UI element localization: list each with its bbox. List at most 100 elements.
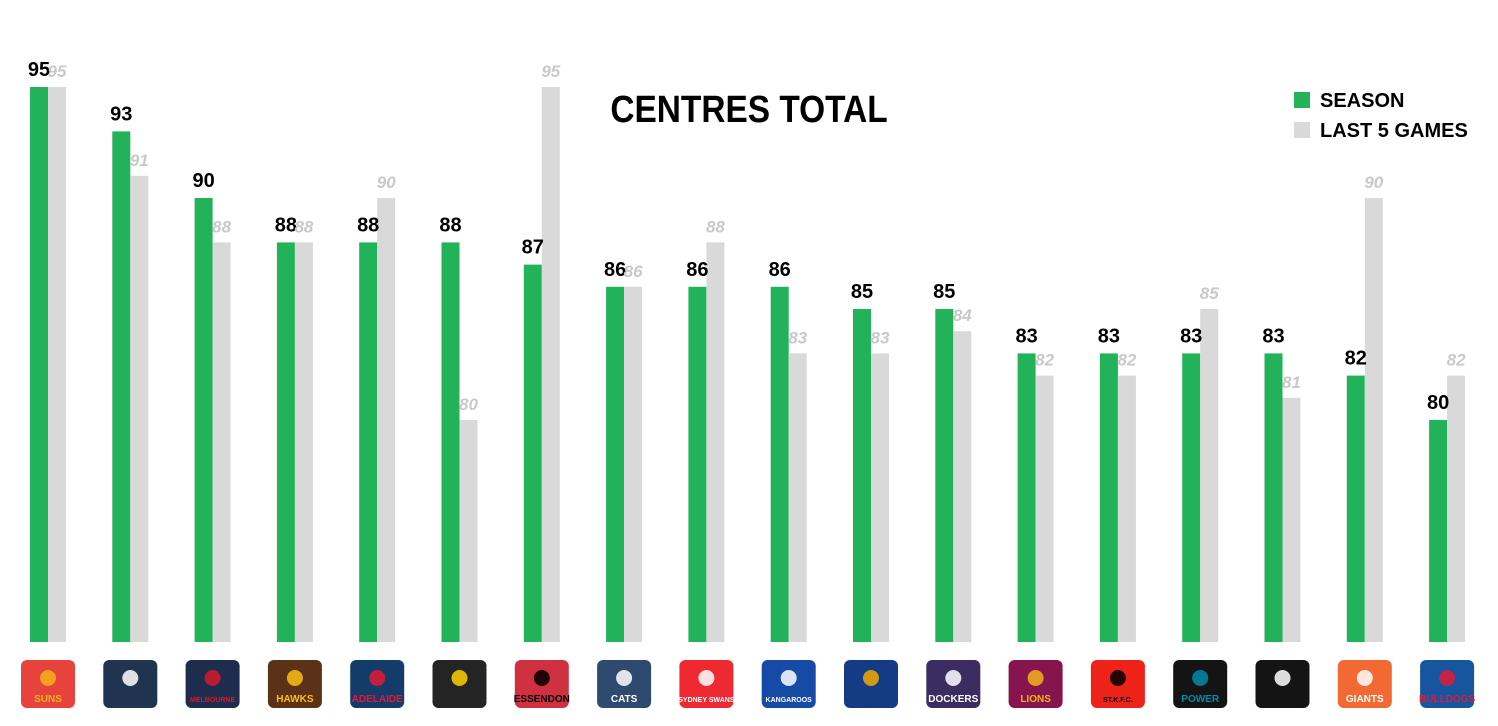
- data-label-last5: 83: [871, 328, 890, 347]
- logo-text: CATS: [611, 694, 638, 705]
- logo-text: SYDNEY SWANS: [678, 697, 735, 704]
- data-label-last5: 90: [1364, 173, 1383, 192]
- legend: SEASON LAST 5 GAMES: [1294, 90, 1468, 142]
- bar-last5: [706, 242, 725, 642]
- data-label-last5: 85: [1200, 284, 1219, 303]
- bar-season: [1346, 375, 1365, 642]
- data-label-season: 83: [1015, 325, 1037, 347]
- legend-label-last5: LAST 5 GAMES: [1320, 120, 1468, 142]
- legend-label-season: SEASON: [1320, 90, 1404, 112]
- data-label-last5: 81: [1282, 373, 1301, 392]
- data-label-last5: 82: [1035, 351, 1054, 370]
- logo-emblem: [1027, 670, 1044, 686]
- data-label-season: 85: [933, 281, 955, 303]
- logo-emblem: [1109, 670, 1126, 686]
- eagles-logo: [844, 660, 898, 708]
- data-label-season: 83: [1262, 325, 1284, 347]
- data-label-season: 87: [522, 237, 544, 259]
- data-label-season: 95: [28, 59, 50, 81]
- melbourne-logo: MELBOURNE: [185, 660, 240, 708]
- data-label-season: 82: [1345, 348, 1367, 370]
- data-label-last5: 95: [48, 62, 67, 81]
- bar-last5: [1447, 375, 1466, 642]
- logo-emblem: [780, 670, 797, 686]
- data-label-last5: 82: [1117, 351, 1136, 370]
- logo-text: HAWKS: [276, 694, 314, 705]
- data-label-season: 80: [1427, 392, 1449, 414]
- bar-last5: [788, 353, 807, 642]
- logo-text: LIONS: [1020, 694, 1051, 705]
- bar-last5: [953, 331, 972, 642]
- logo-emblem: [122, 670, 139, 686]
- bar-season: [770, 286, 789, 642]
- legend-swatch-season: [1294, 92, 1310, 108]
- bar-last5: [1117, 375, 1136, 642]
- bar-last5: [624, 286, 643, 642]
- bar-season: [30, 87, 48, 642]
- data-label-season: 86: [686, 259, 708, 281]
- legend-swatch-last5: [1294, 122, 1310, 138]
- bar-last5: [1035, 375, 1054, 642]
- data-label-last5: 84: [953, 306, 972, 325]
- logo-emblem: [945, 670, 962, 686]
- data-label-last5: 80: [459, 395, 478, 414]
- logo-emblem: [533, 670, 550, 686]
- bar-last5: [212, 242, 231, 642]
- dockers-logo: DOCKERS: [926, 660, 981, 708]
- bar-season: [853, 309, 871, 642]
- crows-logo: ADELAIDE: [350, 660, 405, 708]
- chart-title: CENTRES TOTAL: [610, 88, 887, 130]
- data-label-last5: 88: [706, 217, 725, 236]
- logo-emblem: [286, 670, 303, 686]
- bar-season: [359, 242, 378, 642]
- data-label-season: 85: [851, 281, 873, 303]
- swans-logo: SYDNEY SWANS: [678, 660, 735, 708]
- logo-emblem: [698, 670, 715, 686]
- bar-season: [276, 242, 295, 642]
- logo-text: KANGAROOS: [766, 697, 813, 704]
- logo-emblem: [204, 670, 221, 686]
- logo-emblem: [1439, 670, 1456, 686]
- essendon-logo: ESSENDON: [514, 660, 570, 708]
- data-label-season: 86: [604, 259, 626, 281]
- bars-group: [30, 87, 1466, 643]
- data-label-last5: 88: [294, 217, 313, 236]
- bar-last5: [1282, 397, 1301, 642]
- bar-season: [1182, 353, 1201, 642]
- power-logo: POWER: [1173, 660, 1228, 708]
- logo-text: POWER: [1181, 694, 1220, 705]
- logo-emblem: [863, 670, 879, 686]
- data-label-last5: 90: [377, 173, 396, 192]
- kangaroos-logo: KANGAROOS: [761, 660, 816, 708]
- bar-season: [1017, 353, 1036, 642]
- bar-last5: [1364, 198, 1383, 642]
- bar-season: [688, 286, 707, 642]
- data-label-last5: 86: [624, 262, 643, 281]
- tigers-logo: [432, 660, 487, 708]
- bar-last5: [377, 198, 396, 642]
- data-label-season: 90: [192, 170, 214, 192]
- data-label-season: 86: [769, 259, 791, 281]
- logo-emblem: [616, 670, 633, 686]
- bar-season: [194, 198, 213, 642]
- logo-text: ADELAIDE: [352, 694, 403, 705]
- data-label-season: 93: [110, 103, 132, 125]
- data-label-last5: 95: [541, 62, 560, 81]
- bar-season: [1429, 420, 1448, 642]
- data-label-season: 83: [1098, 325, 1120, 347]
- logo-text: BULLDOGS: [1419, 694, 1475, 705]
- logo-emblem: [1356, 670, 1373, 686]
- bar-last5: [130, 175, 149, 643]
- bar-season: [523, 264, 542, 642]
- bar-last5: [541, 87, 560, 642]
- logo-text: ESSENDON: [514, 694, 570, 705]
- logo-text: ST.K.F.C.: [1103, 697, 1133, 704]
- suns-logo: SUNS: [21, 660, 75, 708]
- data-label-season: 88: [357, 214, 379, 236]
- bar-season: [441, 242, 460, 642]
- logo-emblem: [1274, 670, 1291, 686]
- carlton-logo: [103, 660, 158, 708]
- data-label-last5: 82: [1447, 351, 1466, 370]
- logo-emblem: [1192, 670, 1209, 686]
- hawks-logo: HAWKS: [267, 660, 322, 708]
